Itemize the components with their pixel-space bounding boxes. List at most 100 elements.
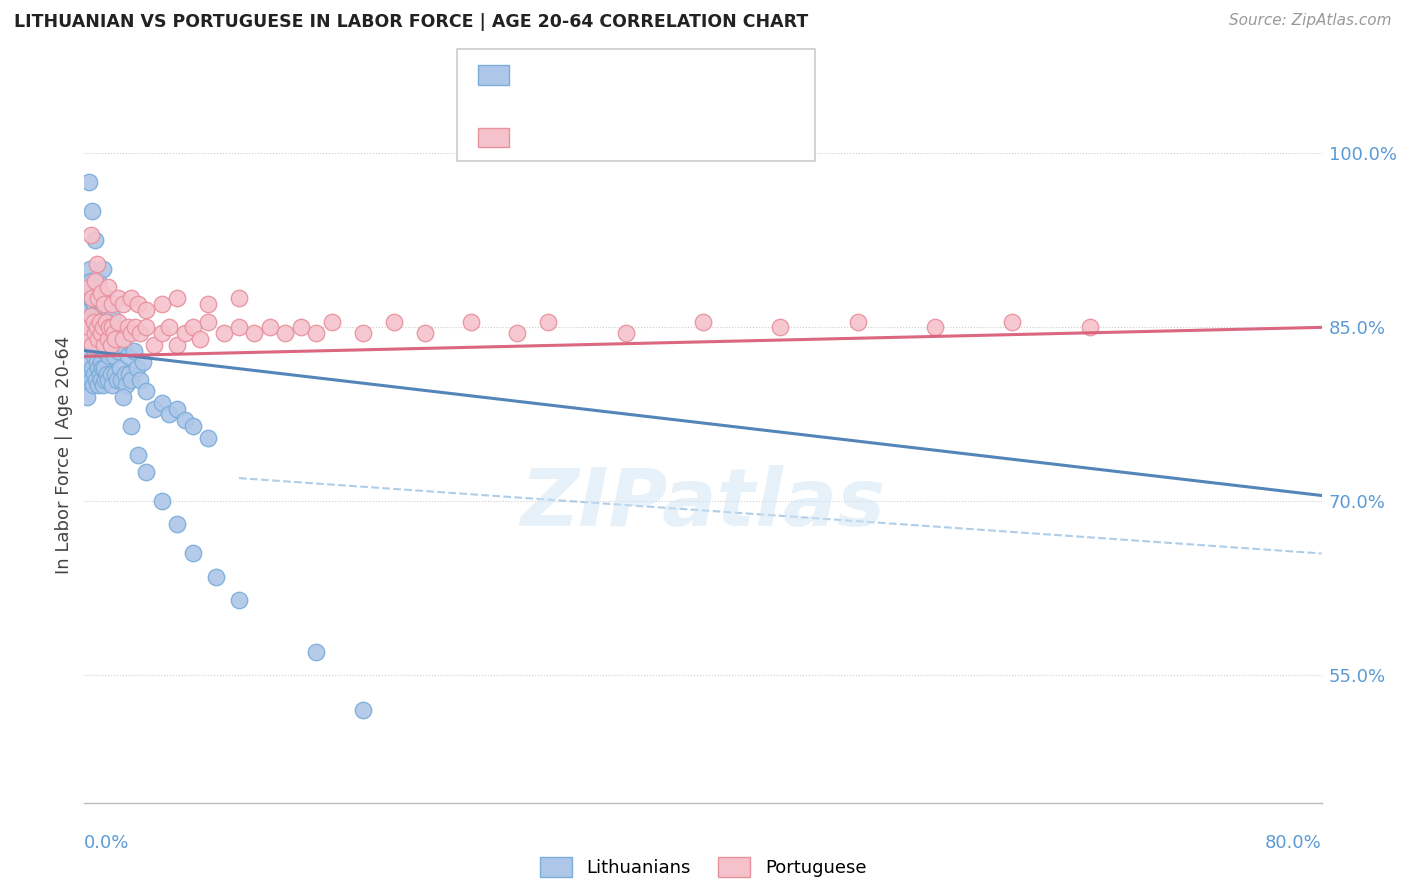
Text: 78: 78 bbox=[655, 127, 682, 146]
Point bbox=[100, 326, 122, 341]
Point bbox=[124, 320, 146, 334]
Point bbox=[150, 326, 173, 341]
Point bbox=[84, 315, 107, 329]
Point bbox=[90, 285, 112, 300]
Point bbox=[166, 517, 188, 532]
Point bbox=[159, 407, 181, 421]
Point bbox=[103, 326, 125, 341]
Point bbox=[305, 645, 328, 659]
Point bbox=[205, 569, 228, 583]
Point bbox=[537, 315, 560, 329]
Point bbox=[77, 355, 100, 369]
Text: Source: ZipAtlas.com: Source: ZipAtlas.com bbox=[1229, 13, 1392, 29]
Point bbox=[86, 274, 108, 288]
Point bbox=[94, 315, 117, 329]
Point bbox=[82, 361, 104, 376]
Point bbox=[112, 332, 135, 346]
Point bbox=[91, 320, 114, 334]
Point bbox=[84, 343, 107, 358]
Point bbox=[83, 303, 105, 318]
Point bbox=[84, 326, 107, 341]
Point bbox=[117, 320, 139, 334]
Point bbox=[87, 291, 110, 305]
Point bbox=[84, 291, 107, 305]
Point bbox=[197, 315, 219, 329]
Point bbox=[112, 390, 135, 404]
Point bbox=[77, 291, 100, 305]
Point bbox=[120, 373, 142, 387]
Point bbox=[290, 320, 312, 334]
Point bbox=[77, 320, 100, 334]
Text: 80.0%: 80.0% bbox=[1265, 834, 1322, 852]
Point bbox=[89, 309, 111, 323]
Point bbox=[93, 343, 115, 358]
Point bbox=[212, 326, 235, 341]
Point bbox=[77, 343, 100, 358]
Point bbox=[84, 274, 107, 288]
Point bbox=[112, 297, 135, 311]
Point bbox=[352, 703, 374, 717]
Point bbox=[82, 291, 104, 305]
Point bbox=[243, 326, 266, 341]
Point bbox=[110, 373, 132, 387]
Point bbox=[80, 291, 103, 305]
Text: N =: N = bbox=[624, 64, 664, 82]
Point bbox=[115, 378, 138, 392]
Point bbox=[76, 373, 98, 387]
Point bbox=[150, 494, 173, 508]
Point bbox=[83, 315, 105, 329]
Text: LITHUANIAN VS PORTUGUESE IN LABOR FORCE | AGE 20-64 CORRELATION CHART: LITHUANIAN VS PORTUGUESE IN LABOR FORCE … bbox=[14, 13, 808, 31]
Point bbox=[143, 401, 166, 416]
Point bbox=[84, 233, 107, 247]
Point bbox=[82, 378, 104, 392]
Point bbox=[94, 373, 117, 387]
Point bbox=[120, 326, 142, 341]
Point bbox=[129, 373, 152, 387]
Point bbox=[174, 326, 197, 341]
Point bbox=[100, 367, 122, 381]
Point bbox=[846, 315, 869, 329]
Point bbox=[101, 297, 124, 311]
Point bbox=[98, 320, 121, 334]
Point bbox=[128, 448, 150, 462]
Point bbox=[90, 285, 112, 300]
Text: -0.155: -0.155 bbox=[551, 63, 621, 83]
Point bbox=[228, 592, 250, 607]
Point bbox=[77, 279, 100, 293]
Point bbox=[120, 418, 142, 433]
Point bbox=[166, 291, 188, 305]
Point bbox=[82, 309, 104, 323]
Point bbox=[76, 332, 98, 346]
Point bbox=[91, 262, 114, 277]
Point bbox=[86, 355, 108, 369]
Point bbox=[93, 361, 115, 376]
Point bbox=[135, 320, 157, 334]
Point bbox=[104, 332, 127, 346]
Point bbox=[1078, 320, 1101, 334]
Point bbox=[91, 378, 114, 392]
Point bbox=[90, 373, 112, 387]
Point bbox=[75, 326, 97, 341]
Point bbox=[82, 279, 104, 293]
Point bbox=[87, 303, 110, 318]
Point bbox=[97, 373, 120, 387]
Point bbox=[103, 350, 125, 364]
Point bbox=[117, 350, 139, 364]
Point bbox=[692, 315, 714, 329]
Point bbox=[79, 373, 101, 387]
Point bbox=[460, 315, 482, 329]
Point bbox=[79, 262, 101, 277]
Point bbox=[79, 309, 101, 323]
Point bbox=[76, 390, 98, 404]
Point bbox=[166, 338, 188, 352]
Point bbox=[91, 303, 114, 318]
Point bbox=[94, 291, 117, 305]
Point bbox=[100, 338, 122, 352]
Point bbox=[128, 297, 150, 311]
Point bbox=[90, 315, 112, 329]
Point bbox=[228, 291, 250, 305]
Point bbox=[87, 338, 110, 352]
Legend: Lithuanians, Portuguese: Lithuanians, Portuguese bbox=[533, 850, 873, 884]
Point bbox=[197, 430, 219, 444]
Point bbox=[135, 384, 157, 398]
